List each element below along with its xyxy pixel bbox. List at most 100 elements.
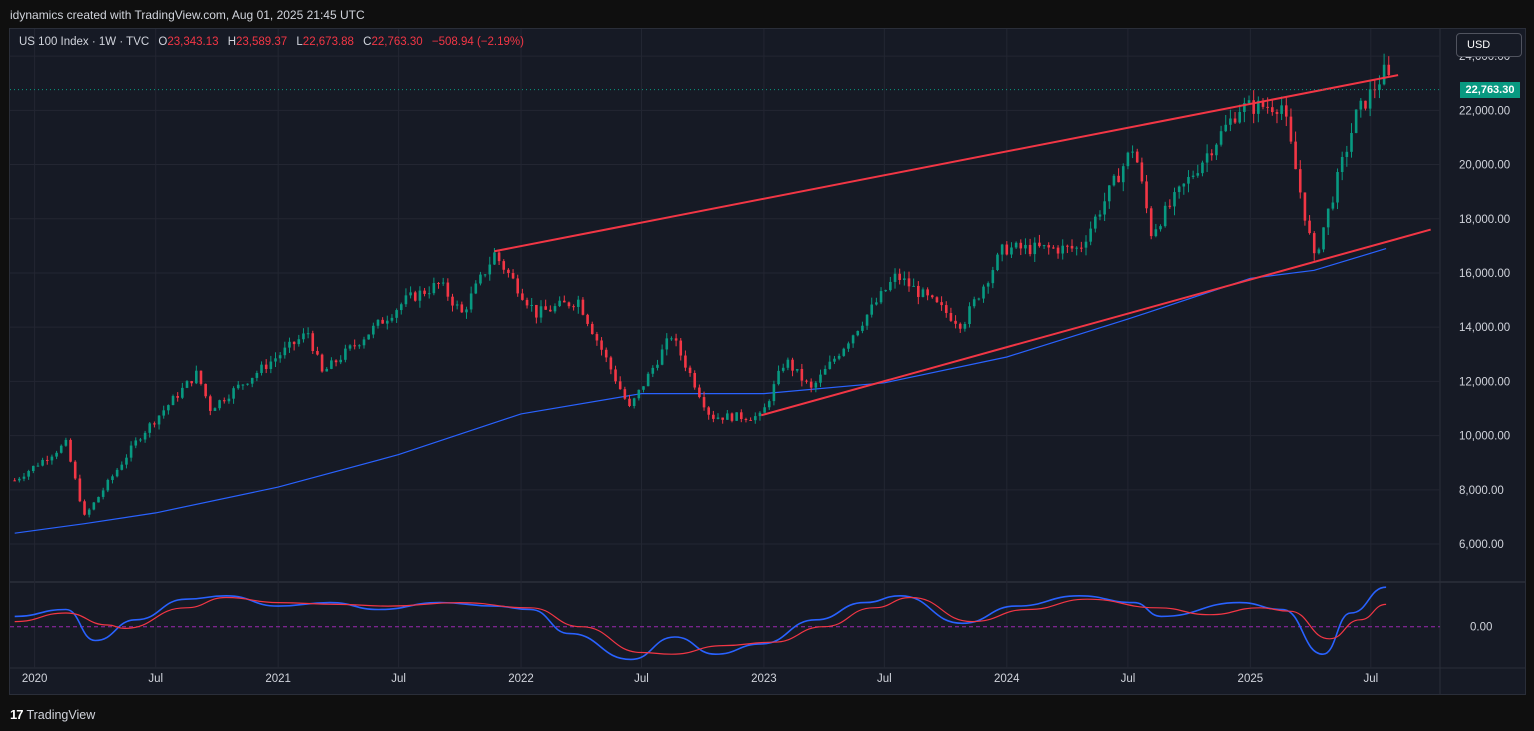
candle-body — [1126, 152, 1130, 167]
candle-body — [1364, 100, 1367, 109]
oscillator-zero-label: 0.00 — [1470, 622, 1492, 634]
candle-body — [497, 252, 501, 262]
candle-body — [120, 464, 124, 470]
candle-body — [483, 274, 487, 276]
chart-panel[interactable]: 6,000.00 8,000.00 10,000.00 12,000.00 14,000… — [9, 28, 1526, 695]
candle-body — [1121, 166, 1125, 183]
candle-body — [222, 400, 226, 402]
candle-body — [535, 304, 538, 318]
candle-body — [1182, 183, 1186, 187]
candle-body — [730, 413, 734, 421]
candle-body — [679, 340, 683, 356]
candle-body — [208, 396, 212, 411]
price-chart[interactable]: 6,000.00 8,000.00 10,000.00 12,000.00 14,000… — [10, 29, 1525, 694]
candle-body — [1191, 175, 1195, 177]
candle-body — [1387, 64, 1391, 76]
candle-body — [795, 368, 799, 371]
candle-body — [562, 300, 566, 303]
candle-body — [693, 373, 697, 388]
tradingview-logo-icon: 17 — [10, 707, 24, 722]
candle-body — [1112, 175, 1116, 186]
candle-body — [660, 349, 664, 365]
candle-body — [372, 325, 375, 335]
candle-body — [581, 299, 585, 315]
candle-body — [1298, 169, 1302, 193]
candle-body — [707, 407, 710, 415]
candle-body — [255, 372, 259, 378]
candle-body — [674, 338, 678, 341]
open-value: 23,343.13 — [167, 36, 219, 48]
price-axis[interactable]: 6,000.00 8,000.00 10,000.00 12,000.00 14,000… — [1459, 51, 1510, 634]
candle-body — [865, 314, 869, 326]
trend-channel-line — [494, 74, 1399, 253]
candle-body — [195, 370, 198, 384]
tradingview-logo[interactable]: 17 TradingView — [10, 707, 95, 722]
candle-body — [1382, 64, 1386, 85]
candle-body — [921, 289, 925, 297]
candle-body — [395, 310, 398, 318]
candle-body — [809, 381, 813, 388]
candle-body — [1275, 112, 1279, 114]
candle-body — [963, 323, 967, 329]
candle-body — [1312, 233, 1316, 254]
candle-body — [181, 387, 184, 398]
candle-body — [1280, 105, 1283, 114]
candle-body — [944, 305, 948, 313]
candle-body — [185, 381, 189, 388]
candle-body — [334, 360, 338, 363]
currency-button[interactable]: USD — [1456, 33, 1522, 57]
candle-body — [129, 445, 133, 458]
candle-body — [642, 386, 645, 390]
candle-body — [1196, 173, 1200, 176]
candle-body — [199, 370, 203, 384]
candle-body — [1075, 247, 1078, 249]
candle-body — [991, 270, 995, 284]
candle-body — [451, 296, 454, 306]
price-tick-label: 20,000.00 — [1459, 160, 1510, 172]
candle-body — [283, 347, 287, 356]
time-axis[interactable]: 2020 Jul 2021 Jul 2022 Jul 2023 Jul 2024 Jul 2025 J… — [22, 673, 1378, 685]
candle-body — [241, 384, 245, 386]
candle-body — [316, 351, 319, 355]
candle-body — [912, 285, 915, 287]
price-tick-label: 14,000.00 — [1459, 322, 1510, 334]
candle-body — [763, 407, 766, 413]
channel-lines-layer[interactable] — [494, 74, 1431, 417]
candle-body — [269, 361, 273, 370]
candle-body — [935, 297, 939, 303]
candle-body — [1024, 244, 1027, 249]
candle-body — [977, 298, 981, 300]
chart-credit: idynamics created with TradingView.com, … — [10, 8, 365, 22]
candle-body — [167, 405, 170, 411]
price-tick-label: 16,000.00 — [1459, 268, 1510, 280]
candle-body — [153, 423, 156, 425]
candle-body — [1038, 242, 1041, 247]
candle-body — [381, 319, 384, 324]
candle-body — [106, 480, 110, 491]
candle-body — [749, 419, 752, 421]
candle-body — [390, 317, 394, 321]
candle-body — [521, 293, 524, 300]
candle-body — [1252, 100, 1255, 114]
candle-body — [143, 432, 147, 440]
candle-body — [1098, 214, 1102, 217]
candle-body — [469, 293, 473, 310]
candle-body — [893, 273, 897, 282]
candle-body — [632, 398, 636, 407]
candle-body — [399, 304, 403, 311]
candle-body — [1350, 132, 1353, 152]
candle-body — [427, 293, 431, 295]
candle-body — [302, 333, 305, 340]
candle-body — [18, 478, 21, 481]
candle-body — [157, 415, 161, 425]
candle-body — [1261, 100, 1265, 107]
candle-body — [786, 359, 790, 368]
price-tick-label: 6,000.00 — [1459, 539, 1504, 551]
candle-body — [232, 388, 235, 399]
candle-body — [572, 306, 575, 308]
candle-body — [777, 370, 780, 385]
candle-body — [297, 339, 301, 345]
candle-body — [1061, 245, 1065, 254]
candle-body — [1042, 245, 1046, 247]
grid — [10, 29, 1525, 694]
